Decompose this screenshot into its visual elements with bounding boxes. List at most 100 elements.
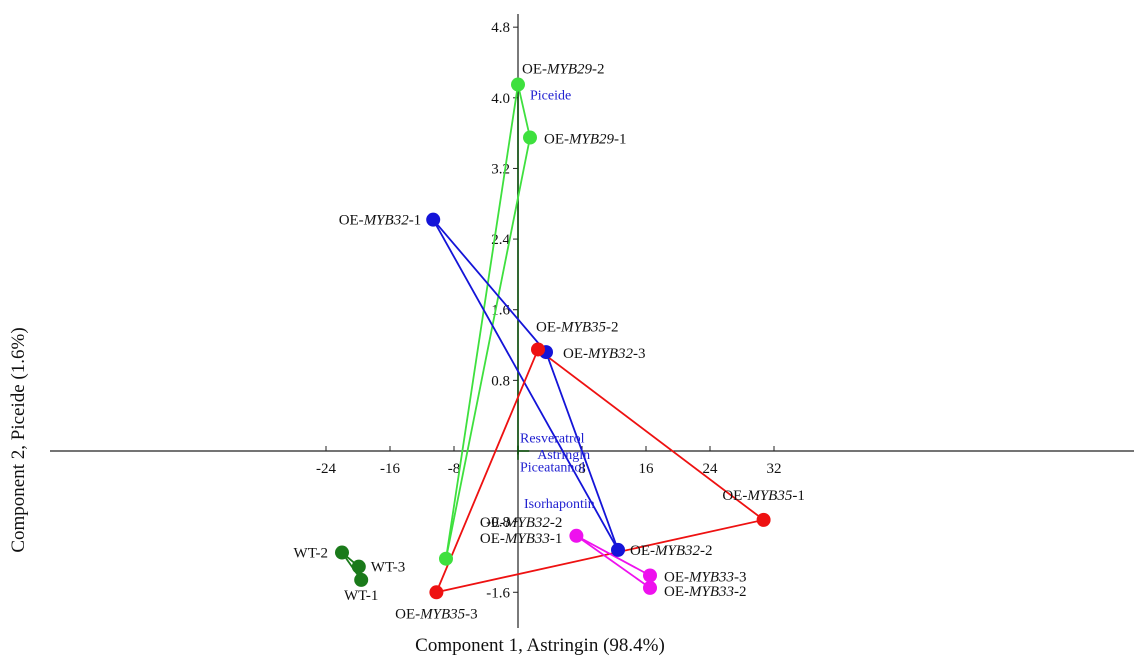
point-label: OE-MYB32-2: [480, 515, 563, 531]
variable-label: Piceide: [530, 89, 571, 104]
series-edge: [445, 84, 519, 559]
point-label-part: -1: [792, 488, 805, 504]
point-label-part: -2: [606, 319, 619, 335]
point-label: WT-3: [371, 560, 405, 576]
data-point: [439, 551, 453, 566]
point-label-part: OE-: [536, 319, 561, 335]
point-label-part: MYB35: [419, 606, 466, 622]
series-edge: [432, 219, 619, 551]
point-label-part: OE-: [630, 543, 655, 559]
variable-vectors: [517, 84, 530, 460]
y-tick-label: 4.8: [491, 20, 510, 36]
point-label: OE-MYB32-1: [339, 213, 422, 229]
point-label-part: -2: [592, 62, 605, 78]
point-label: OE-MYB35-1: [722, 488, 805, 504]
data-point: [643, 568, 657, 583]
point-label-part: MYB35: [746, 488, 793, 504]
point-label: OE-MYB32-3: [563, 346, 646, 362]
point-label-part: MYB33: [688, 570, 734, 586]
point-label-part: MYB29: [546, 62, 593, 78]
point-label: OE-MYB33-1: [480, 531, 563, 547]
data-point: [335, 545, 349, 560]
x-tick-label: 32: [767, 461, 782, 477]
point-label-part: OE-: [664, 570, 689, 586]
point-label-part: MYB33: [688, 584, 734, 600]
point-label-part: -1: [409, 213, 422, 229]
series-edge: [435, 349, 539, 593]
point-label-part: MYB33: [504, 531, 550, 547]
point-label-part: MYB29: [568, 132, 615, 148]
variable-label: Astringin: [537, 448, 590, 463]
point-label: OE-MYB29-2: [522, 62, 605, 78]
data-point: [643, 580, 657, 595]
point-label-part: MYB32: [587, 346, 634, 362]
point-label: OE-MYB33-2: [664, 584, 747, 600]
series-edge: [432, 219, 547, 353]
point-label-part: OE-: [544, 132, 569, 148]
point-label-part: MYB32: [504, 515, 551, 531]
data-point: [351, 559, 366, 574]
point-label-part: -2: [550, 515, 563, 531]
y-tick-label: 2.4: [491, 232, 510, 248]
x-axis-title: Component 1, Astringin (98.4%): [415, 635, 665, 656]
point-label: OE-MYB32-2: [630, 543, 713, 559]
variable-label: Isorhapontin: [524, 497, 595, 512]
y-tick-label: 0.8: [491, 373, 510, 389]
y-tick-label: -0.8: [486, 515, 510, 531]
point-label-part: -3: [734, 570, 747, 586]
series-edge: [575, 534, 651, 577]
y-tick-label: -1.6: [486, 585, 510, 601]
point-label-part: -1: [550, 531, 563, 547]
point-label-part: OE-: [664, 584, 689, 600]
y-tick-label: 4.0: [491, 91, 510, 107]
point-label: WT-1: [344, 588, 378, 604]
y-tick-label: 3.2: [491, 161, 510, 177]
point-label-part: OE-: [563, 346, 588, 362]
point-label-part: MYB35: [560, 319, 607, 335]
x-tick-label: 8: [578, 461, 586, 477]
variable-label: Piceatannol: [520, 461, 585, 476]
x-tick-label: -8: [448, 461, 461, 477]
point-label: OE-MYB33-3: [664, 570, 747, 586]
point-label-part: MYB32: [654, 543, 701, 559]
series-edge: [436, 518, 764, 594]
point-label-part: OE-: [522, 62, 547, 78]
series-edge: [445, 137, 531, 559]
point-label-part: OE-: [722, 488, 747, 504]
point-label: WT-2: [294, 546, 328, 562]
data-point: [511, 77, 525, 92]
point-label: OE-MYB29-1: [544, 132, 627, 148]
point-label-part: -2: [734, 584, 747, 600]
point-label: OE-MYB35-3: [395, 606, 478, 622]
data-point: [531, 342, 545, 357]
x-tick-label: -16: [380, 461, 400, 477]
data-point: [523, 130, 537, 145]
data-point: [354, 572, 369, 587]
series-edge: [537, 348, 765, 521]
series-edge: [545, 351, 619, 551]
point-label-part: MYB32: [363, 213, 410, 229]
point-label-part: OE-: [480, 531, 505, 547]
data-point: [611, 542, 625, 557]
point-label-part: OE-: [339, 213, 364, 229]
data-point: [426, 212, 441, 227]
point-label-part: -3: [465, 606, 478, 622]
data-point: [429, 585, 444, 600]
variable-label: Resveratrol: [520, 432, 585, 447]
point-label-part: OE-: [480, 515, 505, 531]
x-tick-label: -24: [316, 461, 336, 477]
point-labels: WT-1WT-2WT-3OE-MYB29-1OE-MYB29-2OE-MYB32…: [294, 62, 805, 623]
data-points: [335, 77, 771, 600]
data-point: [569, 528, 584, 543]
point-label-part: -3: [633, 346, 646, 362]
series-edge: [575, 535, 651, 589]
x-tick-label: 16: [639, 461, 655, 477]
y-axis-title: Component 2, Piceide (1.6%): [8, 327, 29, 552]
point-label-part: OE-: [395, 606, 420, 622]
x-tick-label: 24: [703, 461, 719, 477]
point-label-part: -1: [614, 132, 627, 148]
series-edge: [517, 84, 531, 138]
